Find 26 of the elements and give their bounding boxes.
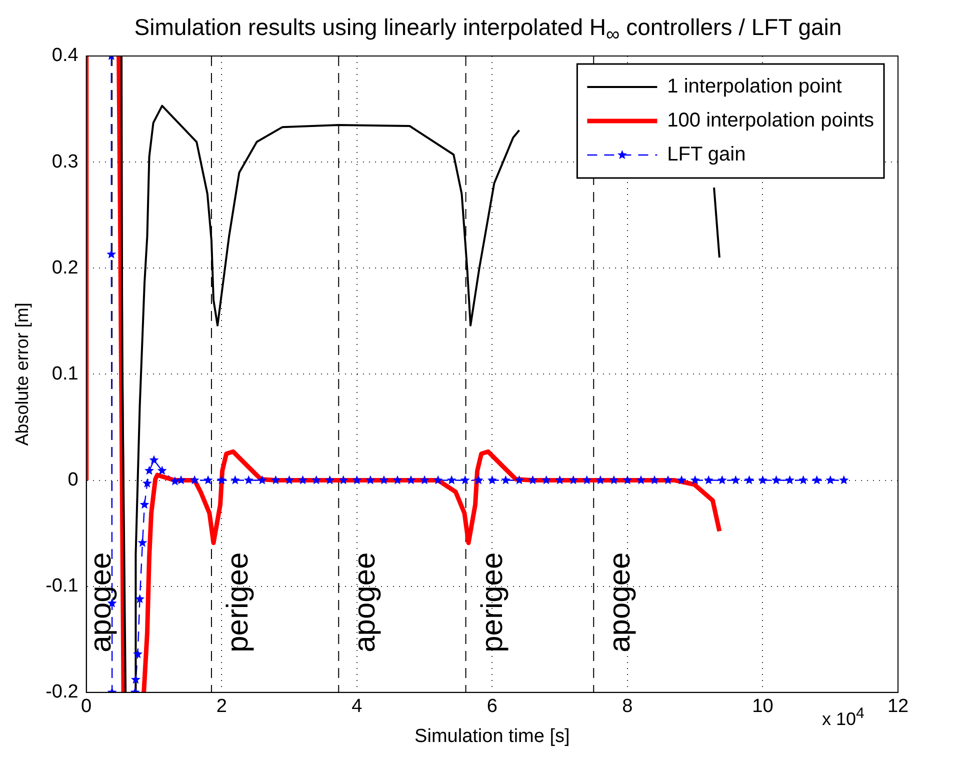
x-tick-label: 8 (622, 696, 633, 718)
y-tick-label: 0.2 (52, 257, 78, 278)
text: x 10$^{4}$ (822, 705, 864, 730)
y-tick-label: -0.1 (46, 576, 78, 597)
x-tick-label: 2 (216, 696, 227, 718)
y-tick-label: -0.2 (46, 682, 78, 703)
ref-line-label: apogee (84, 552, 118, 652)
x-axis-title: Simulation time [s] (414, 726, 570, 747)
y-axis-title: Absolute error [m] (12, 302, 32, 446)
y-tick-label: 0.3 (52, 151, 78, 172)
ref-line-label: apogee (604, 552, 637, 652)
ref-line-label: perigee (476, 552, 509, 652)
x-tick-label: 4 (352, 696, 363, 718)
x-tick-label: 6 (486, 696, 498, 718)
ref-line-label: apogee (348, 552, 382, 652)
y-tick-label: 0.4 (52, 45, 79, 66)
y-tick-label: 0 (68, 470, 78, 490)
x-tick-label: 10 (752, 696, 774, 718)
legend-label: 1 interpolation point (667, 76, 842, 98)
x-tick-label: 0 (81, 696, 92, 718)
ref-line-label: perigee (221, 552, 254, 652)
legend-label: LFT gain (667, 144, 746, 166)
legend-label: 100 interpolation points (667, 110, 874, 132)
x-tick-label: 12 (887, 696, 909, 718)
chart-title: Simulation results using linearly interpolated H$_{∞}$ controllers / LFT gain (133, 14, 843, 47)
y-tick-label: 0.1 (52, 363, 78, 384)
